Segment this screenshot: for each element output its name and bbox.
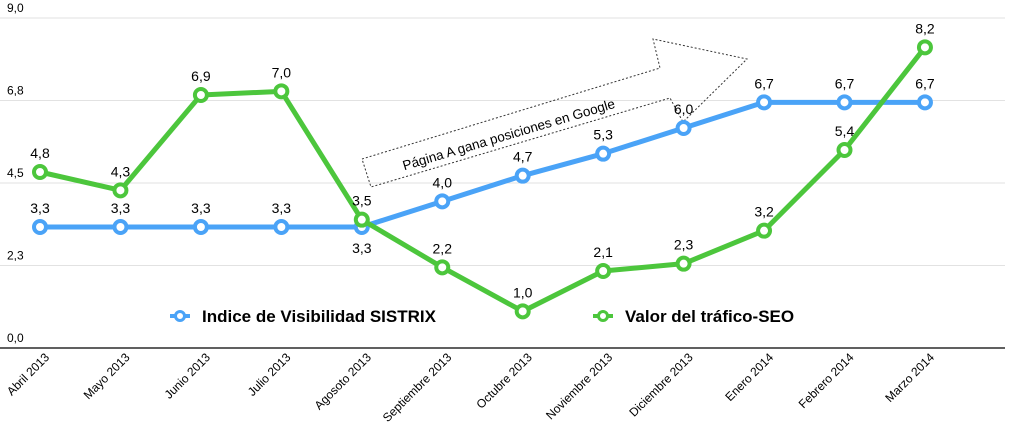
legend-label: Valor del tráfico-SEO — [625, 307, 794, 326]
data-point — [273, 83, 290, 100]
series-0-labels: 3,3 3,3 3,3 3,3 3,3 4,0 4,7 5,3 6,0 6,7 6,7 6,7 — [30, 75, 935, 256]
data-label: 6,7 — [835, 75, 855, 91]
data-label: 3,3 — [352, 240, 372, 256]
data-label: 6,9 — [191, 68, 211, 84]
y-tick-label: 9,0 — [7, 1, 24, 15]
data-label: 3,3 — [272, 200, 292, 216]
data-label: 5,4 — [835, 123, 855, 139]
data-label: 6,7 — [754, 75, 774, 91]
data-point — [514, 303, 531, 320]
x-tick-label: Septiembre 2013 — [380, 350, 455, 425]
series-line — [40, 99, 925, 230]
data-label: 2,1 — [593, 244, 613, 260]
data-point — [434, 259, 451, 276]
data-label: 4,7 — [513, 149, 533, 165]
annotation-arrow-shape — [361, 38, 749, 188]
data-point — [836, 142, 853, 158]
data-label: 3,5 — [352, 193, 372, 209]
x-tick-label: Julio 2013 — [245, 350, 294, 399]
data-label: 5,3 — [593, 127, 613, 143]
data-label: 3,3 — [191, 200, 211, 216]
data-point — [32, 219, 48, 235]
y-tick-label: 0,0 — [7, 331, 24, 345]
legend-marker — [174, 310, 186, 322]
x-tick-label: Enero 2014 — [722, 350, 776, 404]
data-point — [192, 219, 209, 235]
data-point — [756, 94, 773, 111]
data-point — [353, 211, 370, 228]
series-1-labels: 4,8 4,3 6,9 7,0 3,5 2,2 1,0 2,1 2,3 3,2 5,4 8,2 — [30, 20, 935, 300]
data-label: 7,0 — [272, 64, 292, 80]
data-point — [273, 219, 290, 235]
data-point — [514, 167, 531, 184]
data-label: 4,0 — [433, 174, 453, 190]
x-tick-label: Marzo 2014 — [882, 350, 937, 405]
x-tick-label: Junio 2013 — [162, 350, 214, 402]
annotation-text: Página A gana posiciones en Google — [401, 96, 617, 173]
data-label: 8,2 — [915, 20, 935, 36]
data-label: 4,3 — [111, 163, 131, 179]
data-label: 2,3 — [674, 237, 694, 253]
y-tick-label: 6,8 — [7, 84, 24, 98]
data-point — [32, 164, 48, 180]
data-point — [434, 193, 451, 210]
data-label: 2,2 — [433, 240, 453, 256]
data-point — [916, 39, 933, 56]
data-label: 6,7 — [915, 75, 935, 91]
series-0 — [32, 94, 933, 235]
x-tick-label: Abril 2013 — [4, 350, 52, 398]
data-point — [756, 222, 773, 239]
x-tick-label: Mayo 2013 — [81, 350, 133, 402]
legend-label: Indice de Visibilidad SISTRIX — [202, 307, 437, 326]
series-line — [39, 45, 927, 314]
data-point — [675, 255, 692, 272]
data-label: 3,3 — [111, 200, 131, 216]
data-point — [112, 182, 129, 199]
legend-marker — [597, 310, 609, 322]
series-1 — [32, 39, 933, 320]
data-point — [916, 94, 933, 111]
data-label: 3,3 — [30, 200, 50, 216]
x-tick-label: Febrero 2014 — [796, 350, 857, 411]
data-label: 6,0 — [674, 101, 694, 117]
data-point — [595, 263, 612, 279]
x-tick-label: Agosoto 2013 — [312, 350, 375, 413]
y-tick-label: 2,3 — [7, 249, 24, 263]
data-point — [595, 145, 612, 162]
data-point — [192, 87, 209, 103]
data-label: 4,8 — [30, 145, 50, 161]
data-point — [836, 94, 853, 111]
x-tick-label: Octubre 2013 — [474, 350, 536, 412]
x-tick-label: Noviembre 2013 — [543, 350, 615, 422]
data-label: 1,0 — [513, 284, 533, 300]
data-point — [675, 120, 692, 136]
data-label: 3,2 — [754, 204, 774, 220]
data-point — [112, 219, 129, 235]
x-tick-label: Diciembre 2013 — [626, 350, 696, 420]
y-tick-label: 4,5 — [7, 166, 24, 180]
